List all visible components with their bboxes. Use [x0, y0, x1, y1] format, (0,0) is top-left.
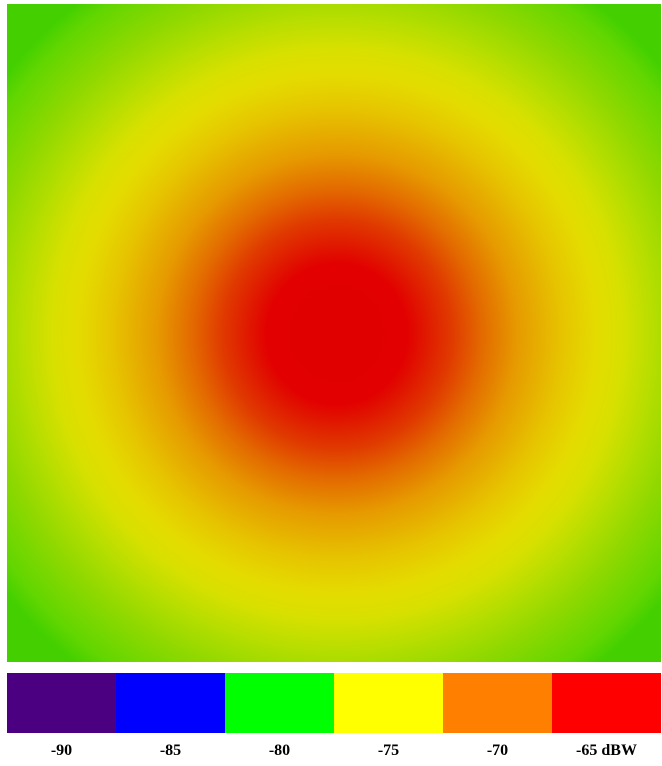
legend-label-2: -80	[268, 742, 291, 759]
legend-label-4: -70	[486, 742, 509, 759]
legend-label-3: -75	[377, 742, 400, 759]
legend-swatch-2	[225, 673, 334, 733]
legend-swatch-1	[116, 673, 225, 733]
legend-swatch-0	[7, 673, 116, 733]
signal-strength-heatmap	[7, 4, 661, 662]
legend-label-5: -65 dBW	[576, 742, 637, 759]
legend-labels: -90 -85 -80 -75 -70 -65 dBW	[7, 738, 661, 764]
legend-label-1: -85	[159, 742, 182, 759]
color-legend	[7, 673, 661, 733]
legend-label-0: -90	[50, 742, 73, 759]
legend-swatch-4	[443, 673, 552, 733]
legend-swatch-5	[552, 673, 661, 733]
legend-swatch-3	[334, 673, 443, 733]
